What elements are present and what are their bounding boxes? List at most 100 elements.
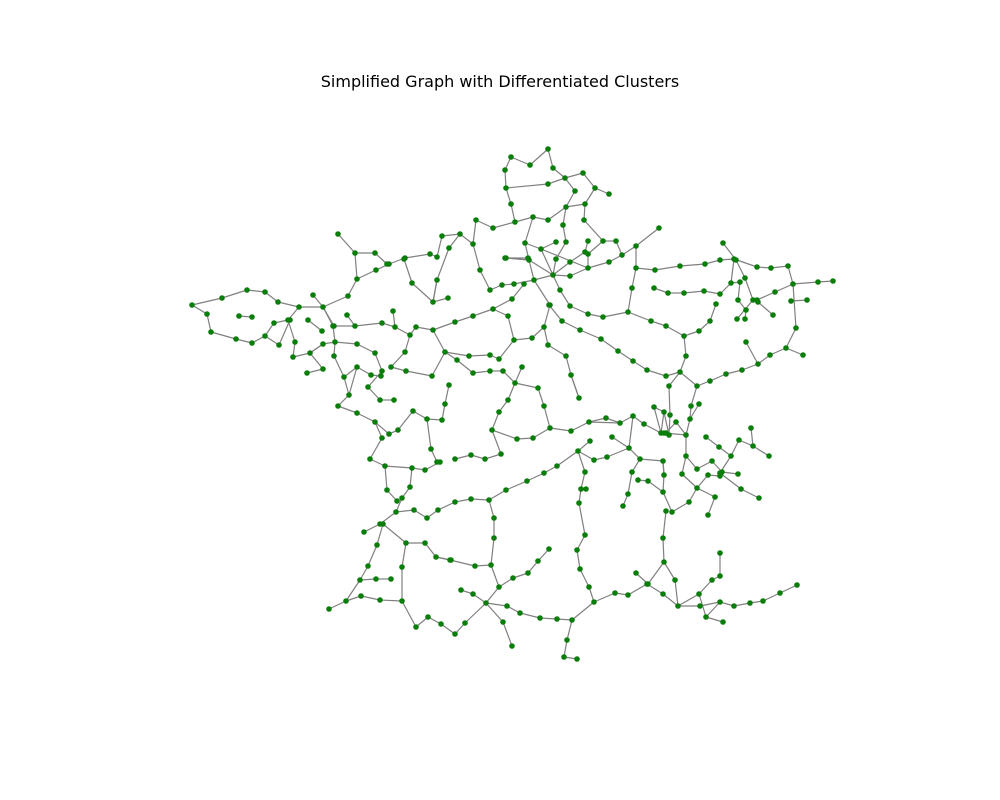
graph-node [204, 311, 210, 317]
graph-node [482, 456, 488, 462]
graph-node [399, 598, 405, 604]
graph-node [519, 364, 525, 370]
graph-node [488, 562, 494, 568]
graph-node [503, 487, 509, 493]
graph-node [290, 354, 296, 360]
graph-node [712, 494, 718, 500]
graph-node [341, 374, 347, 380]
graph-edge [565, 190, 576, 208]
graph-node [504, 603, 510, 609]
graph-node [635, 477, 641, 483]
graph-node [373, 267, 379, 273]
graph-edge [356, 343, 376, 354]
graph-node [354, 410, 360, 416]
graph-node [361, 529, 367, 535]
graph-node [568, 428, 574, 434]
graph-edge [779, 584, 798, 594]
graph-node [735, 471, 741, 477]
graph-edge [360, 595, 381, 601]
graph-edge [440, 623, 456, 635]
graph-node [606, 259, 612, 265]
graph-edge [685, 455, 698, 470]
graph-node [358, 593, 364, 599]
graph-edge [485, 602, 508, 607]
graph-edge [404, 334, 411, 353]
graph-edge [510, 156, 531, 166]
graph-node [554, 616, 560, 622]
graph-node [407, 332, 413, 338]
graph-node [379, 368, 385, 374]
graph-edge [569, 251, 586, 263]
graph-nodes [189, 146, 836, 662]
graph-node [310, 292, 316, 298]
graph-node [208, 329, 214, 335]
graph-node [694, 485, 700, 491]
graph-node [731, 603, 737, 609]
graph-node [472, 563, 478, 569]
graph-node [458, 587, 464, 593]
graph-node [545, 217, 551, 223]
graph-edge [543, 326, 549, 346]
graph-node [452, 631, 458, 637]
graph-node [586, 584, 592, 590]
graph-node [576, 500, 582, 506]
graph-node [535, 558, 541, 564]
graph-node [346, 392, 352, 398]
graph-node [701, 288, 707, 294]
graph-node [491, 515, 497, 521]
graph-node [305, 317, 311, 323]
graph-edge [744, 277, 754, 301]
graph-edge [432, 329, 446, 353]
graph-edge [390, 351, 406, 368]
graph-node [630, 358, 636, 364]
graph-node [445, 295, 451, 301]
graph-edge [528, 259, 554, 276]
graph-edge [547, 148, 554, 169]
graph-node [576, 395, 582, 401]
graph-node [677, 263, 683, 269]
graph-edge [436, 235, 443, 258]
graph-node [448, 557, 454, 563]
graph-edge [647, 561, 665, 585]
graph-node [717, 573, 723, 579]
graph-node [411, 507, 417, 513]
graph-node [545, 181, 551, 187]
graph-node [660, 458, 666, 464]
graph-edge [770, 265, 789, 269]
graph-node [567, 259, 573, 265]
graph-node [587, 438, 593, 444]
graph-node [535, 385, 541, 391]
graph-edge [472, 243, 481, 271]
graph-node [559, 318, 565, 324]
graph-node [550, 272, 556, 278]
graph-node [794, 582, 800, 588]
graph-node [661, 472, 667, 478]
graph-node [296, 304, 302, 310]
graph-node [709, 458, 715, 464]
graph-node [603, 415, 609, 421]
graph-edge [552, 261, 571, 276]
graph-node [502, 255, 508, 261]
graph-node [503, 185, 509, 191]
graph-edge [562, 206, 567, 226]
graph-edge [570, 374, 580, 399]
graph-node [521, 281, 527, 287]
graph-node [606, 191, 612, 197]
graph-edge [502, 370, 516, 384]
graph-edge [514, 382, 539, 389]
graph-node [578, 486, 584, 492]
graph-node [335, 403, 341, 409]
graph-edge [367, 386, 381, 401]
graph-node [545, 342, 551, 348]
graph-node [490, 306, 496, 312]
graph-node [393, 509, 399, 515]
graph-node [529, 335, 535, 341]
graph-edge [646, 369, 667, 377]
graph-node [598, 336, 604, 342]
graph-node [486, 497, 492, 503]
graph-edge [679, 355, 687, 373]
graph-node [790, 281, 796, 287]
graph-node [354, 341, 360, 347]
graph-edge [602, 311, 629, 318]
graph-edge [578, 502, 586, 536]
